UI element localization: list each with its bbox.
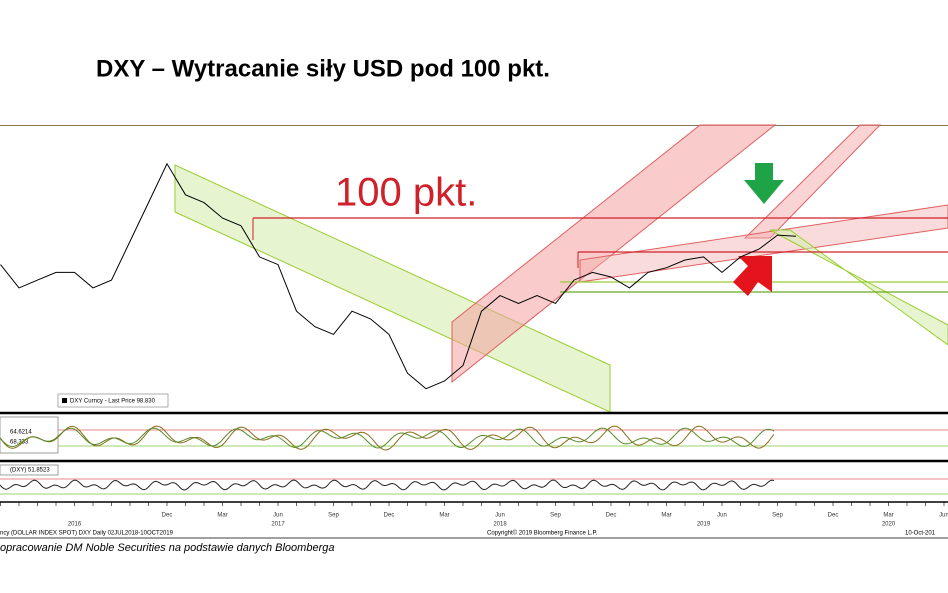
osc-label: 64.6214	[10, 430, 32, 436]
x-tick-label: Mar	[217, 513, 227, 519]
legend-label: DXY Curncy - Last Price 98.830	[70, 399, 156, 405]
red-channel	[451, 124, 777, 384]
x-tick-label: Sep	[772, 513, 783, 519]
x-tick-label: Jun	[273, 513, 283, 519]
x-tick-label: Jun	[717, 513, 727, 519]
year-label: 2017	[271, 522, 285, 528]
footer-center: Copyright© 2019 Bloomberg Finance L.P.	[487, 530, 598, 537]
x-tick-label: Dec	[384, 513, 395, 519]
osc-legend	[0, 464, 59, 476]
footer-right: 10-Oct-201	[905, 531, 936, 537]
red-channel-2	[743, 124, 882, 239]
oscillator-line	[0, 427, 775, 449]
annotation: 100 pkt.	[335, 171, 477, 215]
x-tick-label: Sep	[550, 513, 561, 519]
slide-title: DXY – Wytracanie siły USD pod 100 pkt.	[96, 55, 550, 82]
legend-box	[57, 393, 169, 408]
x-tick-label: Sep	[328, 513, 339, 519]
oscillator-line	[0, 479, 775, 491]
year-label: 2020	[882, 522, 896, 528]
x-tick-label: Mar	[661, 513, 671, 519]
arrow-down	[744, 163, 784, 204]
arrow-up	[733, 256, 772, 296]
x-tick-label: Dec	[162, 513, 173, 519]
price-line	[0, 162, 797, 390]
year-label: 2019	[697, 522, 711, 528]
osc-legend	[0, 416, 59, 454]
legend-swatch	[62, 398, 67, 403]
x-tick-label: Dec	[828, 513, 839, 519]
osc-label: 68.333	[10, 440, 29, 446]
x-tick-label: Dec	[606, 513, 617, 519]
footer-left: ncy (DOLLAR INDEX SPOT) DXY Daily 02JUL2…	[0, 531, 174, 537]
x-tick-label: Mar	[439, 513, 449, 519]
year-label: 2018	[493, 522, 507, 528]
osc-label: (DXY) 51.8523	[10, 468, 50, 474]
green-channel-2	[769, 229, 948, 346]
red-channel-3	[579, 204, 948, 283]
x-tick-label: Jun	[939, 513, 948, 519]
x-tick-label: Mar	[883, 513, 893, 519]
source: opracowanie DM Noble Securities na podst…	[0, 542, 334, 554]
year-label: 2016	[68, 522, 82, 528]
x-tick-label: Jun	[495, 513, 505, 519]
